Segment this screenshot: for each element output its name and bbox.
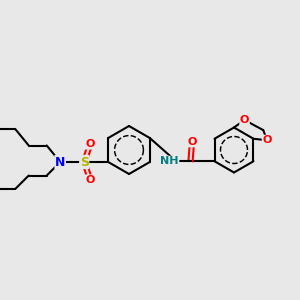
Text: O: O bbox=[85, 175, 95, 185]
Text: O: O bbox=[187, 137, 197, 147]
Text: O: O bbox=[240, 115, 249, 125]
Text: NH: NH bbox=[160, 156, 179, 166]
Text: N: N bbox=[55, 155, 65, 169]
Text: O: O bbox=[85, 139, 95, 149]
Text: S: S bbox=[80, 155, 89, 169]
Text: O: O bbox=[262, 135, 272, 145]
